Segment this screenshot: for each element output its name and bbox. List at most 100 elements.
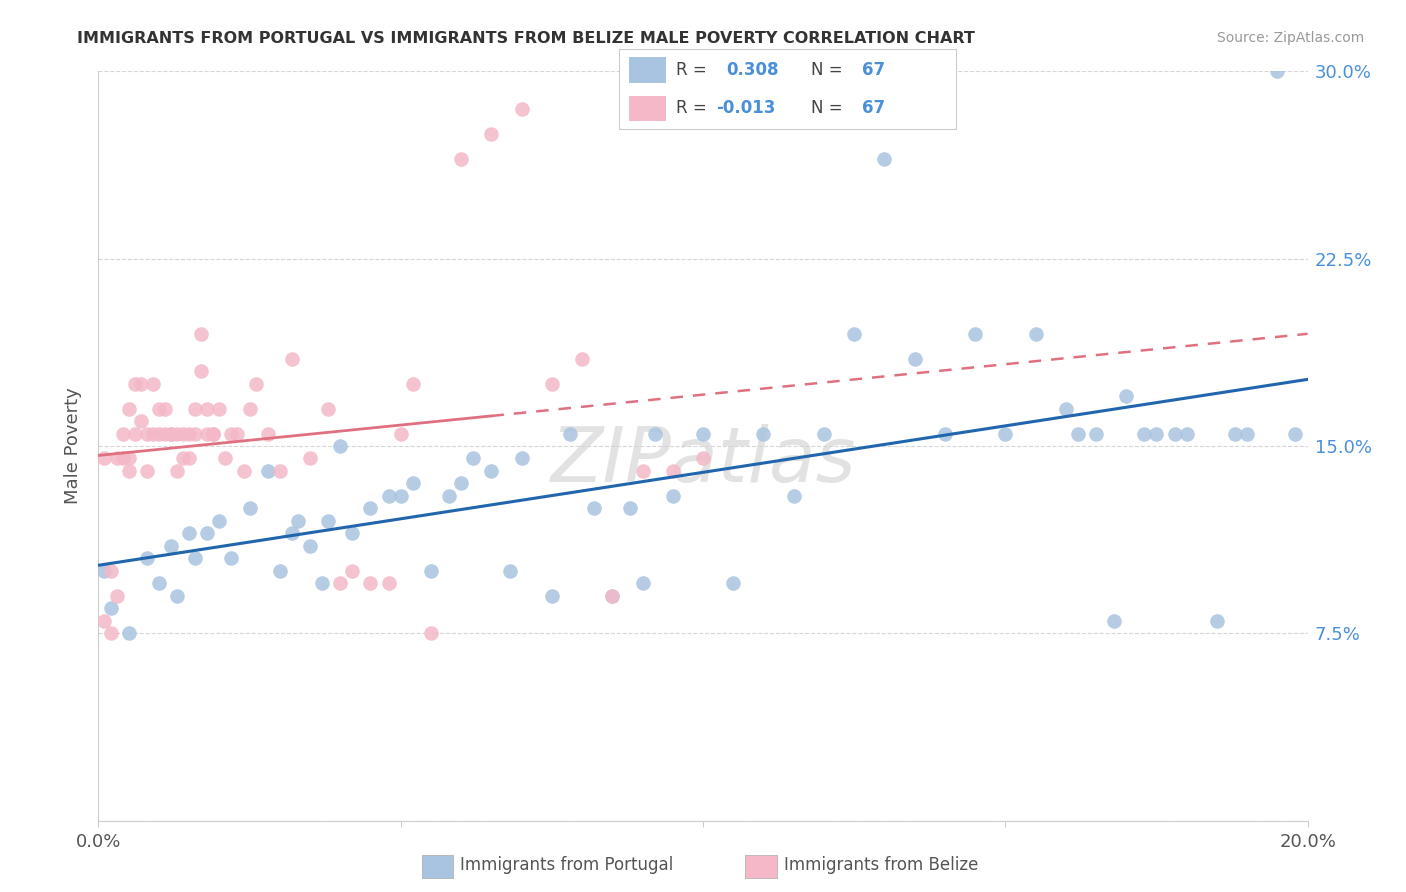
Point bbox=[1102, 614, 1125, 628]
Point bbox=[179, 526, 201, 541]
Point bbox=[1175, 426, 1198, 441]
Text: Immigrants from Belize: Immigrants from Belize bbox=[785, 856, 979, 874]
Point bbox=[329, 439, 352, 453]
Point bbox=[100, 601, 122, 615]
Point bbox=[1236, 426, 1258, 441]
Text: Immigrants from Portugal: Immigrants from Portugal bbox=[461, 856, 673, 874]
Point bbox=[540, 376, 562, 391]
Point bbox=[142, 426, 165, 441]
Point bbox=[179, 426, 201, 441]
Point bbox=[450, 476, 472, 491]
FancyBboxPatch shape bbox=[745, 855, 778, 878]
Point bbox=[179, 451, 201, 466]
Point bbox=[752, 426, 775, 441]
Point bbox=[269, 464, 291, 478]
Point bbox=[256, 426, 278, 441]
Point bbox=[377, 576, 399, 591]
Point bbox=[1284, 426, 1306, 441]
Point bbox=[195, 426, 218, 441]
Point bbox=[93, 614, 115, 628]
Point bbox=[904, 351, 927, 366]
Point bbox=[692, 426, 714, 441]
Point bbox=[153, 426, 176, 441]
Point bbox=[481, 127, 503, 141]
Point bbox=[184, 426, 207, 441]
Point bbox=[934, 426, 956, 441]
Point bbox=[172, 426, 194, 441]
Point bbox=[190, 364, 212, 378]
Point bbox=[195, 526, 218, 541]
Point bbox=[214, 451, 236, 466]
Text: IMMIGRANTS FROM PORTUGAL VS IMMIGRANTS FROM BELIZE MALE POVERTY CORRELATION CHAR: IMMIGRANTS FROM PORTUGAL VS IMMIGRANTS F… bbox=[77, 31, 976, 46]
Point bbox=[166, 426, 188, 441]
Point bbox=[420, 626, 443, 640]
Point bbox=[172, 451, 194, 466]
Point bbox=[93, 564, 115, 578]
Point bbox=[124, 426, 146, 441]
Point bbox=[226, 426, 249, 441]
Point bbox=[160, 539, 183, 553]
Point bbox=[208, 514, 231, 528]
Point bbox=[602, 589, 624, 603]
Text: -0.013: -0.013 bbox=[717, 100, 776, 118]
Point bbox=[105, 451, 128, 466]
Point bbox=[1024, 326, 1046, 341]
Point bbox=[239, 501, 262, 516]
Point bbox=[631, 464, 654, 478]
Text: R =: R = bbox=[676, 100, 711, 118]
Point bbox=[813, 426, 835, 441]
Point bbox=[256, 464, 278, 478]
Point bbox=[148, 576, 170, 591]
Point bbox=[202, 426, 225, 441]
Point bbox=[118, 464, 141, 478]
Point bbox=[221, 426, 243, 441]
Point bbox=[498, 564, 520, 578]
Point bbox=[190, 326, 212, 341]
Point bbox=[1267, 64, 1289, 78]
Point bbox=[450, 152, 472, 166]
Point bbox=[269, 564, 291, 578]
Point bbox=[329, 576, 352, 591]
Point bbox=[583, 501, 606, 516]
Point bbox=[232, 464, 254, 478]
Point bbox=[360, 501, 382, 516]
Text: N =: N = bbox=[811, 100, 848, 118]
Point bbox=[221, 551, 243, 566]
Point bbox=[619, 501, 641, 516]
Text: Source: ZipAtlas.com: Source: ZipAtlas.com bbox=[1216, 31, 1364, 45]
Point bbox=[111, 451, 134, 466]
Point bbox=[118, 401, 141, 416]
Point bbox=[965, 326, 987, 341]
Point bbox=[510, 102, 533, 116]
Text: N =: N = bbox=[811, 61, 848, 78]
Point bbox=[1115, 389, 1137, 403]
Point bbox=[287, 514, 309, 528]
Point bbox=[661, 464, 683, 478]
Point bbox=[316, 401, 339, 416]
Text: 0.308: 0.308 bbox=[727, 61, 779, 78]
Point bbox=[195, 401, 218, 416]
Point bbox=[402, 476, 425, 491]
Point bbox=[723, 576, 745, 591]
Point bbox=[571, 351, 593, 366]
Point bbox=[389, 489, 412, 503]
Point bbox=[208, 401, 231, 416]
Point bbox=[245, 376, 267, 391]
Point bbox=[316, 514, 339, 528]
Point bbox=[1163, 426, 1185, 441]
Point bbox=[783, 489, 806, 503]
Point bbox=[631, 576, 654, 591]
Point bbox=[311, 576, 333, 591]
Point bbox=[148, 401, 170, 416]
Point bbox=[202, 426, 225, 441]
Point bbox=[1144, 426, 1167, 441]
Point bbox=[661, 489, 683, 503]
Point bbox=[644, 426, 666, 441]
Point bbox=[153, 401, 176, 416]
Y-axis label: Male Poverty: Male Poverty bbox=[65, 388, 83, 504]
Point bbox=[1067, 426, 1090, 441]
Point bbox=[129, 376, 152, 391]
Point bbox=[118, 451, 141, 466]
Point bbox=[1133, 426, 1156, 441]
Point bbox=[873, 152, 896, 166]
